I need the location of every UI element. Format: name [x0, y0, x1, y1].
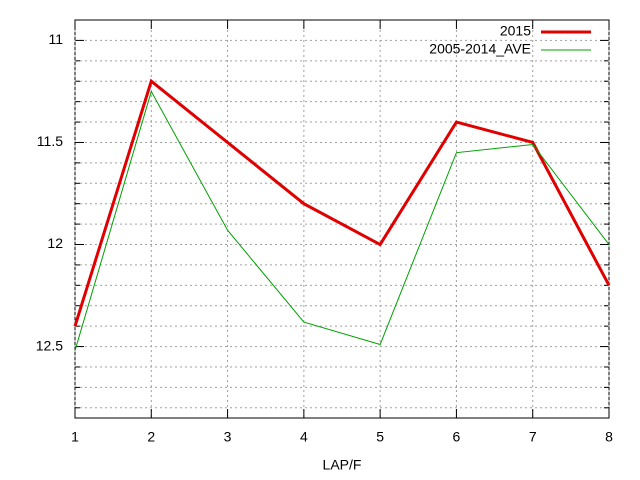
x-tick-label: 6: [453, 429, 461, 445]
x-tick-label: 7: [529, 429, 537, 445]
x-axis-label: LAP/F: [323, 457, 362, 473]
x-tick-label: 3: [224, 429, 232, 445]
x-tick-label: 4: [300, 429, 308, 445]
x-tick-label: 2: [147, 429, 155, 445]
x-tick-label: 5: [376, 429, 384, 445]
series-line: [73, 78, 611, 327]
y-tick-label: 11: [48, 31, 63, 47]
y-tick-label: 11.5: [37, 133, 63, 149]
legend-label: 2005-2014_AVE: [429, 41, 531, 57]
x-tick-label: 8: [605, 429, 613, 445]
y-tick-label: 12.5: [36, 337, 63, 353]
x-tick-label: 1: [71, 429, 79, 445]
series-line: [74, 90, 610, 351]
y-tick-label: 12: [47, 235, 63, 251]
plot-border: [74, 19, 610, 419]
legend-label: 2015: [500, 23, 531, 39]
